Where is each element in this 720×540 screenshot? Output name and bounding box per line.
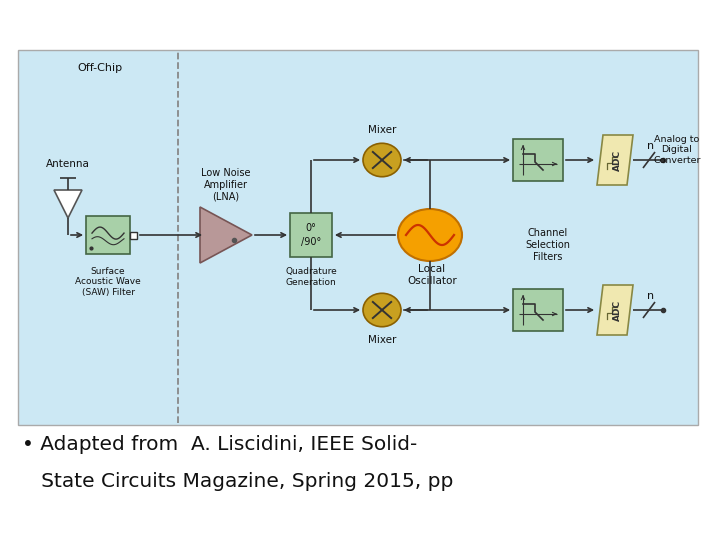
Bar bbox=[513, 289, 563, 331]
Text: 0°: 0° bbox=[305, 224, 316, 233]
Text: n: n bbox=[647, 141, 654, 151]
Text: Analog to
Digital
Converter: Analog to Digital Converter bbox=[653, 135, 701, 165]
Text: • Adapted from  A. Liscidini, IEEE Solid-: • Adapted from A. Liscidini, IEEE Solid- bbox=[22, 435, 418, 454]
Polygon shape bbox=[597, 135, 633, 185]
Bar bbox=[18, 50, 698, 425]
Polygon shape bbox=[200, 207, 252, 263]
Text: /90°: /90° bbox=[301, 237, 321, 247]
Text: n: n bbox=[647, 291, 654, 301]
Text: Low Noise
Amplifier
(LNA): Low Noise Amplifier (LNA) bbox=[202, 168, 251, 201]
Bar bbox=[513, 139, 563, 181]
Text: Mixer: Mixer bbox=[368, 125, 396, 135]
Text: Quadrature
Generation: Quadrature Generation bbox=[285, 267, 337, 287]
Polygon shape bbox=[597, 285, 633, 335]
Text: ADC: ADC bbox=[613, 300, 621, 321]
Text: Local
Oscillator: Local Oscillator bbox=[407, 264, 457, 286]
Text: ADC: ADC bbox=[613, 150, 621, 171]
Text: Channel
Selection
Filters: Channel Selection Filters bbox=[526, 228, 570, 261]
Ellipse shape bbox=[398, 209, 462, 261]
Text: State Circuits Magazine, Spring 2015, pp: State Circuits Magazine, Spring 2015, pp bbox=[22, 472, 454, 491]
Bar bbox=[130, 232, 137, 239]
Bar bbox=[290, 213, 332, 257]
Ellipse shape bbox=[363, 143, 401, 177]
Polygon shape bbox=[54, 190, 82, 218]
Text: Surface
Acoustic Wave
(SAW) Filter: Surface Acoustic Wave (SAW) Filter bbox=[75, 267, 141, 297]
Text: Antenna: Antenna bbox=[46, 159, 90, 169]
Text: Off-Chip: Off-Chip bbox=[78, 63, 122, 73]
Ellipse shape bbox=[363, 293, 401, 327]
Text: Mixer: Mixer bbox=[368, 335, 396, 345]
Bar bbox=[86, 216, 130, 254]
